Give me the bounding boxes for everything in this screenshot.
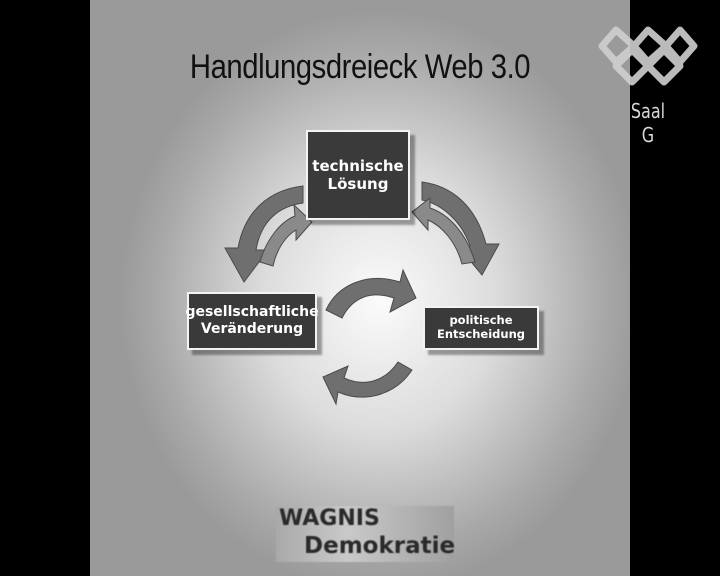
wagnis-demokratie-logo: WAGNIS Demokratie — [276, 506, 456, 562]
arrow-outer-top-right — [421, 181, 500, 276]
arrow-outer-top-left — [224, 185, 304, 283]
conference-logo-icon — [598, 26, 698, 86]
box-social-change: gesellschaftliche Veränderung — [185, 292, 319, 350]
box-technical-line1: technische — [312, 157, 404, 175]
box-social-line1: gesellschaftliche — [185, 304, 319, 321]
room-label: Saal G — [630, 99, 666, 147]
arrow-center-top — [325, 268, 417, 319]
box-political-line2: Entscheidung — [437, 327, 525, 341]
arrow-inner-top-right — [411, 196, 476, 265]
box-political-decision: politische Entscheidung — [423, 306, 539, 350]
box-technical-solution: technische Lösung — [306, 130, 410, 220]
cycle-arrows — [224, 181, 500, 406]
box-technical-line2: Lösung — [327, 175, 389, 193]
presentation-slide: Handlungsdreieck Web 3.0 technische Lösu… — [90, 0, 630, 576]
arrow-center-bottom — [322, 361, 413, 406]
arrow-inner-top-left — [259, 203, 313, 267]
slide-title: Handlungsdreieck Web 3.0 — [189, 48, 531, 86]
logo-line2: Demokratie — [304, 533, 456, 559]
box-political-line1: politische — [449, 313, 513, 328]
box-social-line2: Veränderung — [200, 321, 304, 337]
logo-line1: WAGNIS — [279, 506, 380, 531]
